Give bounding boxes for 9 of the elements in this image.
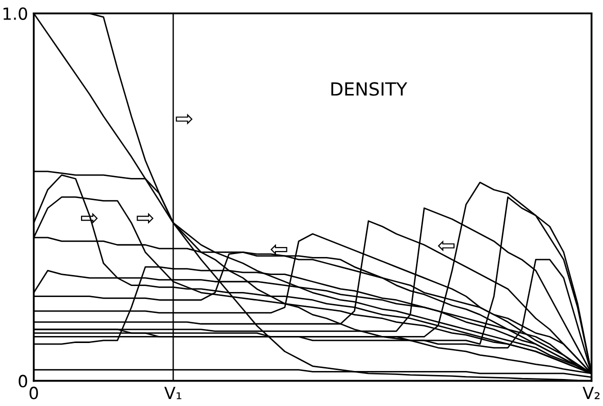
x-tick-label: 0 bbox=[30, 386, 38, 400]
annotation: ⇦ bbox=[270, 244, 288, 256]
y-tick-label: 1.0 bbox=[4, 7, 28, 20]
text: DENSITY bbox=[331, 82, 408, 96]
annotation: ⇨ bbox=[136, 212, 154, 224]
annotation: ⇨ bbox=[176, 114, 193, 125]
annotation: ⇦ bbox=[438, 240, 455, 252]
x-tick-label: V₁ bbox=[164, 386, 182, 400]
x-tick-label: V₂ bbox=[582, 386, 600, 400]
